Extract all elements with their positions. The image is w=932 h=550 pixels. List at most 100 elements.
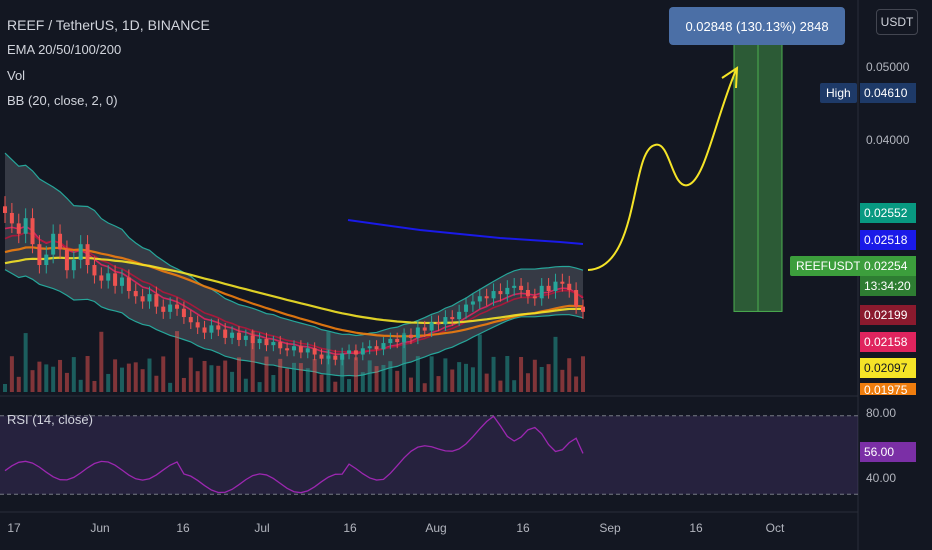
candle-body [292, 346, 296, 351]
candle-body [64, 249, 69, 271]
candle-body [113, 273, 118, 286]
volume-bar [581, 356, 585, 392]
candle-body [498, 291, 503, 295]
high-price-label: 0.04610 [860, 83, 916, 103]
candle-body [360, 348, 365, 355]
bb-legend[interactable]: BB (20, close, 2, 0) [7, 93, 118, 108]
rsi-legend[interactable]: RSI (14, close) [7, 412, 93, 427]
candle-body [257, 338, 262, 344]
measure-label[interactable]: 0.02848 (130.13%) 2848 [669, 7, 845, 45]
candle-body [23, 218, 28, 234]
price-tick: 0.04000 [866, 133, 910, 147]
volume-bar [553, 336, 558, 392]
volume-bar [264, 356, 269, 392]
candle-body [285, 348, 290, 351]
currency-button[interactable]: USDT [876, 9, 918, 35]
candle-body [436, 322, 441, 325]
volume-bar [429, 356, 434, 392]
volume-bar [23, 333, 28, 392]
volume-bar [347, 379, 352, 392]
candle-body [119, 277, 124, 286]
volume-bar [319, 374, 324, 392]
volume-bar [147, 358, 152, 392]
candle-body [353, 350, 358, 355]
volume-bar [195, 371, 200, 392]
candle-body [140, 296, 145, 302]
volume-bar [546, 364, 551, 392]
candle-body [44, 254, 49, 266]
candle-body [243, 335, 248, 340]
volume-bar [360, 372, 365, 392]
chart-title: REEF / TetherUS, 1D, BINANCE [7, 17, 210, 33]
volume-bar [250, 331, 255, 392]
bb-upper-label: 0.02552 [860, 203, 916, 223]
ema100-label: 0.02097 [860, 358, 916, 378]
volume-bar [223, 360, 228, 392]
rsi-line [4, 415, 584, 494]
candle-body [519, 285, 524, 290]
volume-bar [175, 331, 180, 392]
candle-body [250, 335, 255, 344]
price-tick: 0.05000 [866, 60, 910, 74]
volume-bar [532, 359, 537, 392]
candle-body [477, 296, 482, 302]
candle-body [236, 332, 241, 340]
volume-bar [539, 366, 544, 392]
volume-legend[interactable]: Vol [7, 68, 26, 83]
candle-body [381, 343, 386, 350]
volume-bar [44, 364, 49, 392]
candle-body [512, 285, 517, 288]
volume-bar [181, 377, 186, 392]
candle-body [539, 285, 544, 299]
time-tick: 16 [689, 521, 703, 535]
rsi-pane [0, 415, 858, 495]
candle-body [319, 354, 324, 359]
candle-body [415, 327, 420, 338]
volume-bar [99, 331, 104, 392]
ema100-line [4, 256, 584, 325]
volume-bar [216, 365, 221, 392]
candle-body [340, 353, 345, 360]
volume-bar [285, 368, 290, 392]
time-tick: Jul [254, 521, 270, 535]
candle-body [195, 322, 200, 328]
volume-bar [113, 359, 118, 392]
volume-bar [305, 368, 310, 392]
volume-bar [450, 369, 455, 392]
ema-legend[interactable]: EMA 20/50/100/200 [7, 42, 122, 57]
volume-bar [333, 381, 338, 392]
volume-bar [3, 384, 7, 392]
candle-body [58, 233, 63, 250]
rsi-tick: 80.00 [866, 406, 897, 420]
candle-body [305, 348, 310, 353]
volume-bar [402, 332, 407, 392]
candle-body [188, 317, 193, 323]
volume-bar [340, 356, 345, 392]
volume-bar [133, 362, 138, 392]
volume-bar [567, 358, 572, 392]
candle-body [154, 294, 159, 307]
projection-arrow [587, 69, 737, 271]
volume-bar [525, 373, 530, 392]
long-position-projection[interactable] [587, 25, 783, 312]
candle-body [347, 350, 352, 354]
ema20-label: 0.02199 [860, 305, 916, 325]
candle-body [333, 355, 338, 360]
candle-body [374, 346, 379, 350]
candle-body [464, 304, 469, 312]
time-tick: Oct [765, 521, 785, 535]
candle-body [408, 334, 413, 338]
volume-bar [519, 356, 524, 392]
candle-body [457, 311, 462, 320]
rsi-tick: 40.00 [866, 471, 897, 485]
volume-bar [30, 370, 35, 392]
bb-upper-line [4, 152, 584, 337]
time-tick: 16 [516, 521, 530, 535]
candlesticks [3, 196, 585, 366]
rsi-band [0, 415, 858, 495]
candle-body [230, 332, 235, 338]
volume-bar [119, 367, 124, 392]
volume-bar [58, 359, 63, 392]
candle-body [37, 244, 42, 266]
